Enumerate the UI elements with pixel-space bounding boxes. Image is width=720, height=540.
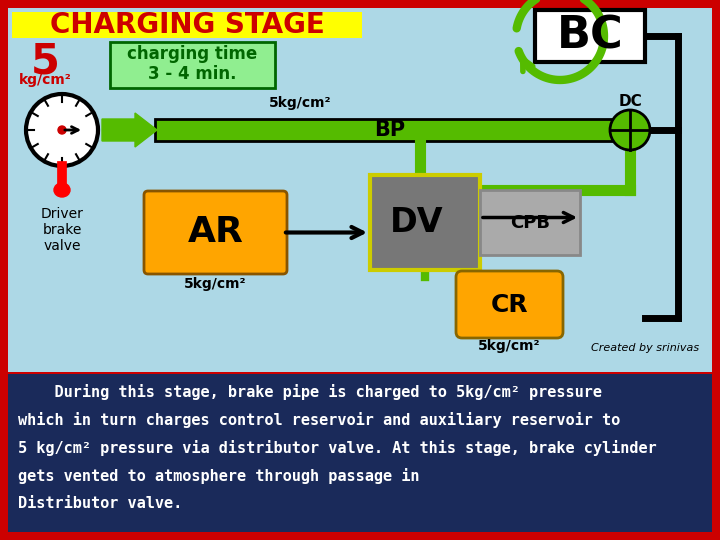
Circle shape (26, 94, 98, 166)
Bar (155, 119, 630, 141)
FancyBboxPatch shape (144, 191, 287, 274)
Text: DC: DC (618, 94, 642, 110)
Text: 5kg/cm²: 5kg/cm² (184, 277, 247, 291)
Bar (110, 42, 275, 88)
Text: gets vented to atmosphere through passage in: gets vented to atmosphere through passag… (18, 468, 420, 484)
FancyArrow shape (102, 113, 157, 147)
Bar (8, 8, 712, 372)
Text: CPB: CPB (510, 213, 550, 232)
Text: During this stage, brake pipe is charged to 5kg/cm² pressure: During this stage, brake pipe is charged… (18, 384, 602, 400)
Text: AR: AR (188, 215, 243, 249)
Text: BP: BP (374, 120, 405, 140)
Bar (370, 175, 480, 270)
Text: CHARGING STAGE: CHARGING STAGE (50, 11, 325, 39)
Ellipse shape (54, 183, 70, 197)
Text: 5kg/cm²: 5kg/cm² (478, 339, 541, 353)
FancyBboxPatch shape (456, 271, 563, 338)
Text: BC: BC (557, 15, 624, 57)
Text: Distributor valve.: Distributor valve. (18, 496, 182, 511)
Bar (480, 190, 580, 255)
Circle shape (610, 110, 650, 150)
Text: which in turn charges control reservoir and auxiliary reservoir to: which in turn charges control reservoir … (18, 412, 620, 428)
Text: charging time
3 - 4 min.: charging time 3 - 4 min. (127, 45, 257, 83)
Text: DV: DV (390, 206, 443, 239)
Text: CR: CR (491, 293, 528, 316)
Bar (535, 10, 645, 62)
Text: 5 kg/cm² pressure via distributor valve. At this stage, brake cylinder: 5 kg/cm² pressure via distributor valve.… (18, 440, 657, 456)
Bar (12, 12, 362, 38)
Bar (8, 374, 712, 532)
Text: Driver
brake
valve: Driver brake valve (40, 207, 84, 253)
Text: Created by srinivas: Created by srinivas (591, 343, 699, 353)
Text: 5kg/cm²: 5kg/cm² (269, 96, 331, 110)
Text: kg/cm²: kg/cm² (19, 73, 71, 87)
Circle shape (58, 126, 66, 134)
Text: 5: 5 (30, 41, 60, 83)
